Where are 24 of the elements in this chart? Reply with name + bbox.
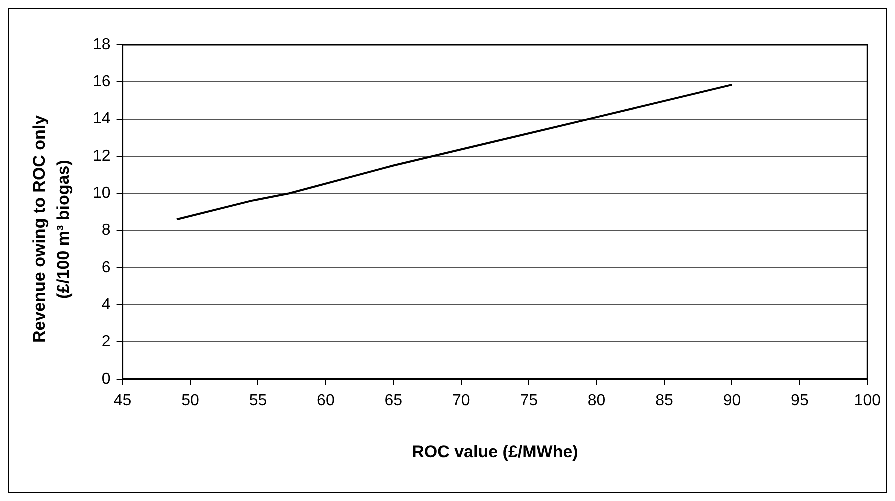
y-tick-label: 6 — [102, 259, 111, 276]
x-tick-label: 50 — [182, 392, 200, 410]
y-tick-label: 0 — [102, 370, 111, 388]
x-tick-label: 60 — [317, 392, 335, 410]
x-tick-label: 65 — [384, 392, 403, 410]
y-axis-title: Revenue owing to ROC only (£/100 m³ biogas) — [29, 114, 74, 345]
x-tick-label: 85 — [656, 392, 674, 410]
x-axis-title: ROC value (£/MWhe) — [412, 442, 578, 462]
x-tick-label: 100 — [854, 392, 882, 410]
y-tick-label: 4 — [102, 296, 111, 314]
y-tick-label: 16 — [93, 74, 111, 91]
y-tick-label: 2 — [102, 334, 111, 351]
y-tick-label: 10 — [93, 185, 111, 202]
x-tick-label: 80 — [588, 392, 606, 410]
x-tick-label: 55 — [249, 392, 268, 410]
x-tick-label: 90 — [723, 392, 742, 410]
x-tick-label: 70 — [452, 392, 470, 410]
y-tick-label: 14 — [93, 110, 111, 128]
y-tick-label: 18 — [93, 36, 111, 54]
x-tick-label: 45 — [114, 392, 132, 410]
x-tick-label: 95 — [791, 392, 809, 410]
x-tick-label: 75 — [520, 392, 538, 410]
y-tick-label: 12 — [93, 148, 111, 165]
y-tick-label: 8 — [102, 222, 111, 240]
